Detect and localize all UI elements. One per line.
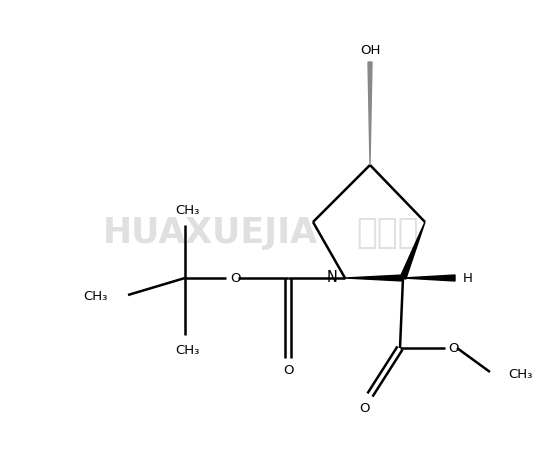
Text: CH₃: CH₃	[508, 369, 532, 382]
Text: CH₃: CH₃	[175, 205, 199, 218]
Text: O: O	[283, 364, 293, 377]
Polygon shape	[345, 275, 403, 281]
Polygon shape	[368, 62, 372, 165]
Text: O: O	[360, 402, 370, 414]
Text: OH: OH	[360, 43, 380, 56]
Polygon shape	[400, 222, 425, 279]
Text: H: H	[463, 272, 473, 285]
Text: CH₃: CH₃	[175, 344, 199, 357]
Text: 化学加: 化学加	[357, 216, 419, 250]
Text: CH₃: CH₃	[84, 290, 108, 303]
Text: O: O	[448, 342, 458, 355]
Polygon shape	[403, 275, 455, 281]
Text: O: O	[230, 272, 241, 285]
Text: HUAXUEJIA: HUAXUEJIA	[102, 216, 318, 250]
Text: N: N	[326, 270, 337, 286]
